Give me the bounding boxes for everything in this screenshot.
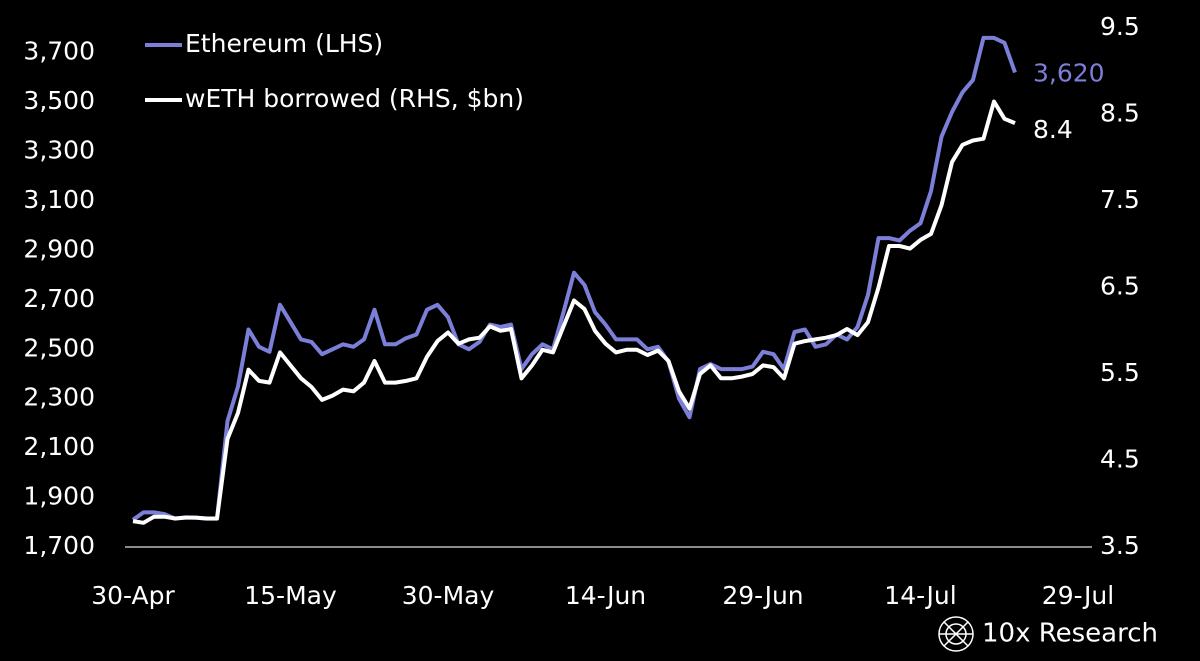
watermark-logo xyxy=(938,616,974,652)
x-tick-label: 29-Jul xyxy=(1042,581,1114,610)
legend-label: Ethereum (LHS) xyxy=(185,29,383,58)
x-tick-label: 30-May xyxy=(402,581,495,610)
x-tick-label: 15-May xyxy=(244,581,337,610)
y-tick-label: 3,700 xyxy=(23,37,95,66)
legend-label: wETH borrowed (RHS, $bn) xyxy=(185,84,524,113)
y2-tick-label: 5.5 xyxy=(1100,358,1140,387)
y-tick-label: 3,500 xyxy=(23,86,95,115)
x-tick-label: 14-Jul xyxy=(884,581,956,610)
x-tick-label: 14-Jun xyxy=(565,581,646,610)
series-line xyxy=(131,35,1017,522)
y2-tick-label: 6.5 xyxy=(1100,272,1140,301)
y-tick-label: 2,700 xyxy=(23,284,95,313)
y2-tick-label: 8.5 xyxy=(1100,99,1140,128)
y-tick-label: 1,900 xyxy=(23,482,95,511)
x-tick-label: 29-Jun xyxy=(722,581,803,610)
x-tick-label: 30-Apr xyxy=(91,581,175,610)
y-tick-label: 1,700 xyxy=(23,531,95,560)
y-tick-label: 2,500 xyxy=(23,333,95,362)
end-label: 8.4 xyxy=(1033,115,1073,144)
y-tick-label: 2,300 xyxy=(23,383,95,412)
watermark: 10x Research xyxy=(982,619,1158,649)
y-tick-label: 3,300 xyxy=(23,136,95,165)
y2-tick-label: 3.5 xyxy=(1100,531,1140,560)
y-tick-label: 2,900 xyxy=(23,234,95,263)
series-line xyxy=(132,99,1016,525)
y-tick-label: 3,100 xyxy=(23,185,95,214)
y-tick-label: 2,100 xyxy=(23,432,95,461)
y2-tick-label: 7.5 xyxy=(1100,185,1140,214)
y2-tick-label: 9.5 xyxy=(1100,12,1140,41)
y2-tick-label: 4.5 xyxy=(1100,445,1140,474)
end-label: 3,620 xyxy=(1033,58,1105,87)
